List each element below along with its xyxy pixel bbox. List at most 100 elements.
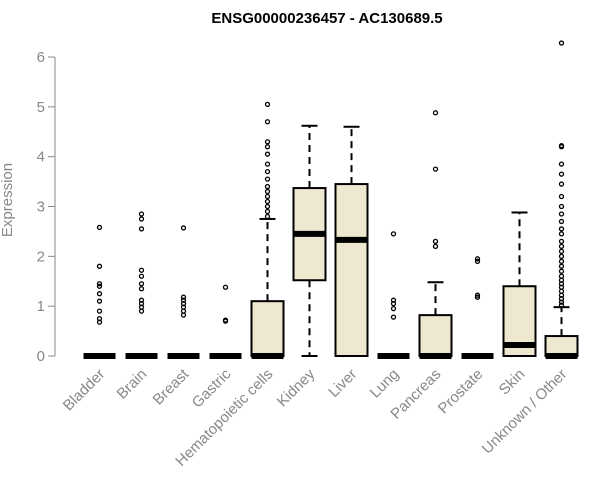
outlier-point xyxy=(390,306,397,312)
boxes xyxy=(83,40,579,359)
outlier-point xyxy=(390,297,397,303)
box-pancreas xyxy=(418,110,453,359)
outlier-point xyxy=(264,183,271,190)
outlier-point xyxy=(96,308,103,314)
outlier-point xyxy=(138,267,145,273)
outlier-point xyxy=(558,181,565,187)
box-skin xyxy=(502,211,537,358)
outlier-point xyxy=(222,284,229,290)
outlier-point xyxy=(558,238,565,245)
x-tick-label: Bladder xyxy=(60,366,109,415)
y-tick-label: 3 xyxy=(37,199,45,216)
outlier-point xyxy=(474,258,481,264)
outlier-point xyxy=(558,161,565,167)
x-tick-label: Skin xyxy=(496,366,529,399)
outlier-point xyxy=(558,268,565,274)
outlier-point xyxy=(432,166,439,172)
outlier-point xyxy=(96,263,103,269)
y-axis: 0 1 2 3 4 5 6 xyxy=(37,49,56,365)
outlier-point xyxy=(138,281,145,287)
outlier-point xyxy=(138,286,145,292)
outlier-point xyxy=(558,253,565,259)
outlier-point xyxy=(432,110,439,116)
outlier-point xyxy=(96,298,103,304)
outlier-point xyxy=(264,193,271,200)
y-tick-label: 4 xyxy=(37,149,45,166)
outlier-point xyxy=(390,231,397,237)
chart-title: ENSG00000236457 - AC130689.5 xyxy=(211,10,442,27)
outlier-point xyxy=(432,238,439,245)
outlier-point xyxy=(558,258,565,264)
box xyxy=(250,300,285,357)
x-tick-label: Brain xyxy=(114,366,151,403)
outlier-point xyxy=(558,218,565,225)
outlier-point xyxy=(96,291,103,297)
outlier-point xyxy=(180,297,187,303)
box-unknown-other xyxy=(544,40,579,359)
outlier-point xyxy=(390,314,397,320)
y-axis-label: Expression xyxy=(0,163,16,237)
outlier-point xyxy=(264,176,271,182)
outlier-point xyxy=(180,225,187,231)
x-tick-label: Prostate xyxy=(435,366,487,418)
outlier-point xyxy=(96,224,103,231)
outlier-point xyxy=(264,208,271,215)
box-liver xyxy=(334,125,369,357)
outlier-point xyxy=(264,188,271,195)
outlier-point xyxy=(96,315,103,322)
box-gastric xyxy=(209,284,242,359)
outlier-point xyxy=(264,203,271,210)
box-hematopoietic-cells xyxy=(250,101,285,359)
outlier-point xyxy=(558,226,565,232)
outlier-point xyxy=(558,203,565,210)
outlier-point xyxy=(264,168,271,175)
x-tick-label: Liver xyxy=(325,366,360,401)
box-lung xyxy=(377,231,410,359)
outlier-point xyxy=(96,283,103,289)
y-tick-label: 5 xyxy=(37,99,45,116)
y-tick-label: 6 xyxy=(37,49,45,66)
box xyxy=(334,183,369,357)
outlier-point xyxy=(558,263,565,269)
y-tick-label: 1 xyxy=(37,298,45,315)
outlier-point xyxy=(474,256,481,262)
outlier-point xyxy=(558,231,565,237)
outlier-point xyxy=(474,292,481,298)
outlier-point xyxy=(180,294,187,300)
outlier-point xyxy=(558,211,565,217)
x-tick-label: Breast xyxy=(150,365,193,408)
outlier-point xyxy=(138,216,145,222)
outlier-point xyxy=(558,248,565,255)
outlier-point xyxy=(558,40,565,46)
outlier-point xyxy=(138,211,145,217)
outlier-point xyxy=(138,226,145,232)
outlier-point xyxy=(558,302,565,308)
outlier-point xyxy=(264,151,271,157)
outlier-point xyxy=(264,101,271,107)
box xyxy=(418,314,453,357)
outlier-point xyxy=(264,161,271,167)
outlier-point xyxy=(558,171,565,177)
outlier-point xyxy=(138,273,145,279)
box-kidney xyxy=(292,124,327,357)
x-tick-label: Kidney xyxy=(274,365,319,410)
outlier-point xyxy=(474,294,481,300)
outlier-point xyxy=(96,281,103,287)
outlier-point xyxy=(558,143,565,149)
outlier-point xyxy=(558,243,565,250)
outlier-point xyxy=(558,273,565,279)
box-prostate xyxy=(461,256,494,359)
outlier-point xyxy=(558,193,565,200)
y-tick-label: 2 xyxy=(37,248,45,265)
outlier-point xyxy=(222,317,229,323)
outlier-point xyxy=(138,297,145,303)
outlier-point xyxy=(264,144,271,150)
x-tick-label: Lung xyxy=(367,366,403,402)
box-brain xyxy=(125,211,158,359)
outlier-point xyxy=(264,119,271,125)
y-tick-label: 0 xyxy=(37,348,45,365)
box-breast xyxy=(167,225,200,359)
outlier-point xyxy=(264,213,271,220)
